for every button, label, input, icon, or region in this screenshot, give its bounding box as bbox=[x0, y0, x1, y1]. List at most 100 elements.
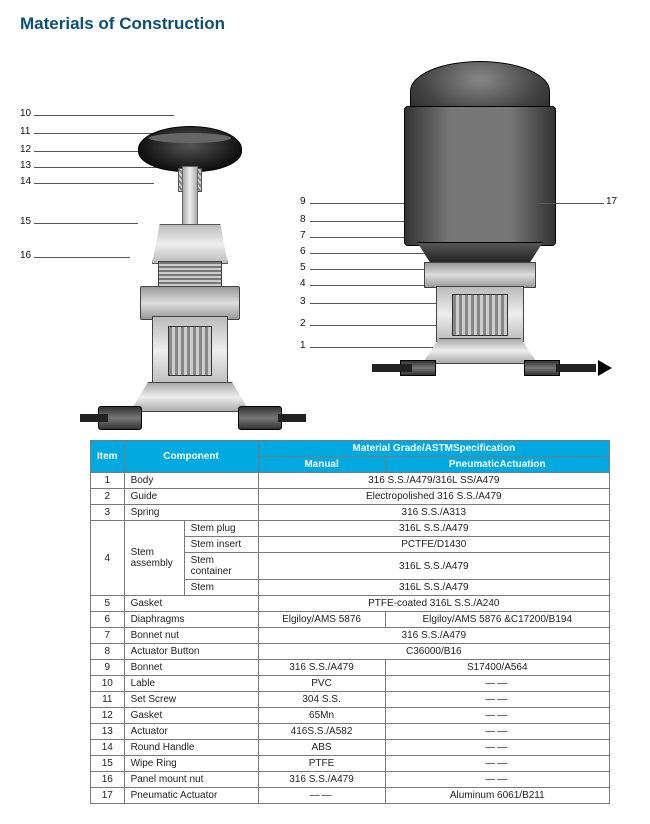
cell-item: 16 bbox=[91, 772, 125, 788]
cell-component: Body bbox=[124, 473, 258, 489]
cell-component: Pneumatic Actuator bbox=[124, 788, 258, 804]
pipe-right-icon bbox=[278, 414, 306, 422]
cell-component: Set Screw bbox=[124, 692, 258, 708]
manual-valve bbox=[90, 116, 290, 416]
cell-item: 5 bbox=[91, 596, 125, 612]
callout-3: 3 bbox=[300, 296, 312, 307]
table-row: 16Panel mount nut316 S.S./A479—— bbox=[91, 772, 610, 788]
callout-17: 17 bbox=[606, 196, 618, 207]
cell-item: 11 bbox=[91, 692, 125, 708]
cell-spec: 316 S.S./A313 bbox=[258, 505, 609, 521]
cell-spec: PTFE-coated 316L S.S./A240 bbox=[258, 596, 609, 612]
pneumatic-valve bbox=[380, 46, 580, 416]
col-manual: Manual bbox=[258, 457, 385, 473]
table-row: 6DiaphragmsElgiloy/AMS 5876Elgiloy/AMS 5… bbox=[91, 612, 610, 628]
callout-8: 8 bbox=[300, 214, 312, 225]
cell-spec: 316L S.S./A479 bbox=[258, 521, 609, 537]
col-pneumatic: PneumaticActuation bbox=[385, 457, 609, 473]
cell-component: Gasket bbox=[124, 708, 258, 724]
materials-table-wrap: Item Component Material Grade/ASTMSpecif… bbox=[90, 440, 610, 804]
table-row: 3Spring316 S.S./A313 bbox=[91, 505, 610, 521]
table-row: 13Actuator416S.S./A582—— bbox=[91, 724, 610, 740]
col-component: Component bbox=[124, 441, 258, 473]
table-row: 15Wipe RingPTFE—— bbox=[91, 756, 610, 772]
cell-component: Round Handle bbox=[124, 740, 258, 756]
cell-component: Actuator bbox=[124, 724, 258, 740]
cell-manual: PVC bbox=[258, 676, 385, 692]
cell-component: Actuator Button bbox=[124, 644, 258, 660]
valve-internal-icon bbox=[168, 326, 212, 376]
cell-component: Panel mount nut bbox=[124, 772, 258, 788]
cell-item: 14 bbox=[91, 740, 125, 756]
cell-component: Spring bbox=[124, 505, 258, 521]
p-lower-icon bbox=[422, 338, 538, 364]
cell-item: 8 bbox=[91, 644, 125, 660]
cell-component: Lable bbox=[124, 676, 258, 692]
actuator-body-icon bbox=[404, 106, 556, 246]
table-row: 10LablePVC—— bbox=[91, 676, 610, 692]
cell-pneumatic: —— bbox=[385, 772, 609, 788]
cell-manual: Elgiloy/AMS 5876 bbox=[258, 612, 385, 628]
callout-11: 11 bbox=[20, 126, 90, 137]
callout-13: 13 bbox=[20, 160, 90, 171]
cell-spec: Electropolished 316 S.S./A479 bbox=[258, 489, 609, 505]
cell-component: Bonnet nut bbox=[124, 628, 258, 644]
cell-component: Bonnet bbox=[124, 660, 258, 676]
p-pipe-right-icon bbox=[556, 364, 596, 372]
actuator-base-icon bbox=[410, 242, 550, 264]
cell-pneumatic: —— bbox=[385, 756, 609, 772]
callout-15: 15 bbox=[20, 216, 90, 227]
callout-14: 14 bbox=[20, 176, 90, 187]
cell-subcomponent: Stem bbox=[184, 580, 258, 596]
cell-item: 13 bbox=[91, 724, 125, 740]
p-port-right-icon bbox=[524, 360, 560, 376]
cell-pneumatic: —— bbox=[385, 740, 609, 756]
table-row: 8Actuator ButtonC36000/B16 bbox=[91, 644, 610, 660]
cell-pneumatic: Elgiloy/AMS 5876 &C17200/B194 bbox=[385, 612, 609, 628]
table-row: 9Bonnet316 S.S./A479S17400/A564 bbox=[91, 660, 610, 676]
table-row: 14Round HandleABS—— bbox=[91, 740, 610, 756]
cell-item: 1 bbox=[91, 473, 125, 489]
cell-item: 15 bbox=[91, 756, 125, 772]
page-title: Materials of Construction bbox=[20, 14, 630, 34]
cell-spec: 316 S.S./A479/316L SS/A479 bbox=[258, 473, 609, 489]
p-pipe-left-icon bbox=[372, 364, 412, 372]
union-nut-icon bbox=[140, 286, 240, 320]
cell-subcomponent: Stem plug bbox=[184, 521, 258, 537]
callout-12: 12 bbox=[20, 144, 90, 155]
cell-component: Stem assembly bbox=[124, 521, 184, 596]
callout-10: 10 bbox=[20, 108, 90, 119]
exploded-diagram: 10 11 12 13 14 15 16 9 8 7 6 5 4 3 2 1 bbox=[20, 46, 630, 416]
cell-item: 7 bbox=[91, 628, 125, 644]
cell-manual: 316 S.S./A479 bbox=[258, 660, 385, 676]
callout-2: 2 bbox=[300, 318, 312, 329]
cell-component: Guide bbox=[124, 489, 258, 505]
p-union-icon bbox=[424, 262, 536, 288]
cell-manual: 316 S.S./A479 bbox=[258, 772, 385, 788]
callout-16: 16 bbox=[20, 250, 90, 261]
cell-item: 10 bbox=[91, 676, 125, 692]
bonnet-threads-icon bbox=[158, 261, 222, 289]
cell-manual: 304 S.S. bbox=[258, 692, 385, 708]
col-item: Item bbox=[91, 441, 125, 473]
materials-table: Item Component Material Grade/ASTMSpecif… bbox=[90, 440, 610, 804]
cell-item: 2 bbox=[91, 489, 125, 505]
cell-pneumatic: Aluminum 6061/B211 bbox=[385, 788, 609, 804]
cell-item: 9 bbox=[91, 660, 125, 676]
flow-arrow-icon bbox=[598, 360, 612, 376]
bonnet-nut-icon bbox=[152, 224, 228, 264]
cell-spec: C36000/B16 bbox=[258, 644, 609, 660]
cell-component: Diaphragms bbox=[124, 612, 258, 628]
callout-7: 7 bbox=[300, 230, 312, 241]
callout-6: 6 bbox=[300, 246, 312, 257]
pipe-left-icon bbox=[80, 414, 108, 422]
cell-pneumatic: S17400/A564 bbox=[385, 660, 609, 676]
cell-manual: 65Mn bbox=[258, 708, 385, 724]
callout-5: 5 bbox=[300, 262, 312, 273]
cell-subcomponent: Stem container bbox=[184, 553, 258, 580]
cell-spec: 316 S.S./A479 bbox=[258, 628, 609, 644]
cell-item: 4 bbox=[91, 521, 125, 596]
table-body: 1Body316 S.S./A479/316L SS/A4792GuideEle… bbox=[91, 473, 610, 804]
cell-spec: 316L S.S./A479 bbox=[258, 553, 609, 580]
table-row: 2GuideElectropolished 316 S.S./A479 bbox=[91, 489, 610, 505]
